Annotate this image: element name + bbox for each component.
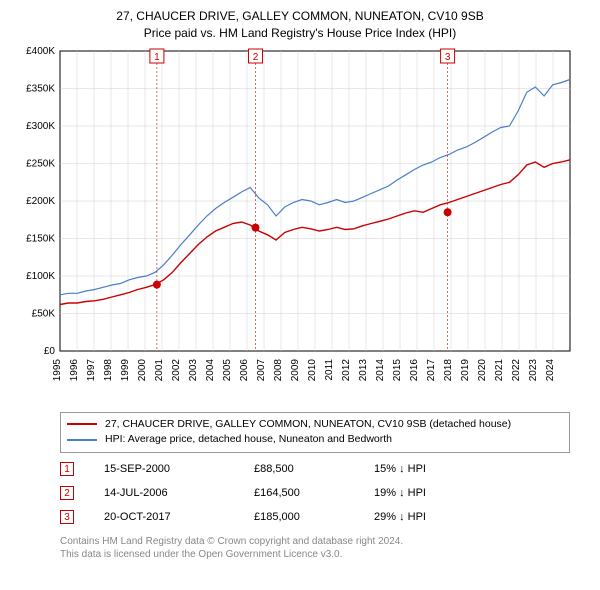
y-tick-label: £150K [26, 233, 55, 244]
x-tick-label: 2023 [528, 358, 539, 381]
x-tick-label: 2003 [188, 358, 199, 381]
transaction-diff: 19% ↓ HPI [374, 487, 494, 499]
chart-title-block: 27, CHAUCER DRIVE, GALLEY COMMON, NUNEAT… [10, 8, 590, 42]
title-line-2: Price paid vs. HM Land Registry's House … [10, 25, 590, 42]
y-tick-label: £50K [32, 308, 56, 319]
transaction-row: 2 14-JUL-2006£164,50019% ↓ HPI [60, 481, 590, 505]
x-tick-label: 1996 [69, 358, 80, 381]
y-tick-label: £100K [26, 271, 55, 282]
transaction-date: 14-JUL-2006 [104, 487, 254, 499]
transaction-row: 3 20-OCT-2017£185,00029% ↓ HPI [60, 505, 590, 529]
footer-line-2: This data is licensed under the Open Gov… [60, 548, 590, 561]
transaction-diff: 29% ↓ HPI [374, 511, 494, 523]
marker-number: 3 [445, 52, 451, 63]
y-tick-label: £0 [44, 346, 56, 357]
x-tick-label: 2009 [290, 358, 301, 381]
title-line-1: 27, CHAUCER DRIVE, GALLEY COMMON, NUNEAT… [10, 8, 590, 25]
transaction-date: 15-SEP-2000 [104, 463, 254, 475]
y-tick-label: £200K [26, 196, 55, 207]
x-tick-label: 2016 [409, 358, 420, 381]
marker-dot [252, 223, 260, 231]
x-tick-label: 2018 [443, 358, 454, 381]
legend-swatch [67, 439, 97, 441]
x-tick-label: 2024 [545, 358, 556, 381]
chart-area: £0 £50K £100K £150K £200K £250K £300K £350K £400… [10, 46, 590, 406]
marker-number: 1 [154, 52, 160, 63]
legend-label: HPI: Average price, detached house, Nune… [105, 432, 392, 448]
transaction-row: 1 15-SEP-2000£88,50015% ↓ HPI [60, 457, 590, 481]
x-tick-label: 1999 [120, 358, 131, 381]
legend-box: 27, CHAUCER DRIVE, GALLEY COMMON, NUNEAT… [60, 412, 570, 454]
legend-swatch [67, 423, 97, 425]
x-tick-label: 2015 [392, 358, 403, 381]
x-tick-label: 2008 [273, 358, 284, 381]
y-tick-label: £250K [26, 158, 55, 169]
marker-number: 2 [253, 52, 259, 63]
legend-label: 27, CHAUCER DRIVE, GALLEY COMMON, NUNEAT… [105, 417, 511, 433]
x-tick-label: 2006 [239, 358, 250, 381]
transaction-marker: 3 [60, 510, 74, 524]
x-tick-label: 2002 [171, 358, 182, 381]
transaction-date: 20-OCT-2017 [104, 511, 254, 523]
marker-dot [153, 280, 161, 288]
legend-row: HPI: Average price, detached house, Nune… [67, 432, 563, 448]
chart-container: 27, CHAUCER DRIVE, GALLEY COMMON, NUNEAT… [0, 0, 600, 590]
y-tick-label: £400K [26, 46, 55, 57]
y-tick-label: £350K [26, 83, 55, 94]
x-tick-label: 2010 [307, 358, 318, 381]
transaction-marker: 1 [60, 462, 74, 476]
plot-svg: £0 £50K £100K £150K £200K £250K £300K £350K £400… [10, 46, 590, 406]
x-tick-label: 2022 [511, 358, 522, 381]
x-tick-label: 2011 [324, 358, 335, 380]
transaction-diff: 15% ↓ HPI [374, 463, 494, 475]
transaction-marker: 2 [60, 486, 74, 500]
x-tick-label: 2017 [426, 358, 437, 381]
x-tick-label: 2000 [137, 358, 148, 381]
marker-dot [444, 208, 452, 216]
x-tick-label: 2013 [358, 358, 369, 381]
x-tick-label: 2020 [477, 358, 488, 381]
transactions-table: 1 15-SEP-2000£88,50015% ↓ HPI 2 14-JUL-2006… [60, 457, 590, 529]
legend-row: 27, CHAUCER DRIVE, GALLEY COMMON, NUNEAT… [67, 417, 563, 433]
footer-note: Contains HM Land Registry data © Crown c… [60, 535, 590, 561]
x-tick-label: 1995 [52, 358, 63, 381]
x-tick-label: 2021 [494, 358, 505, 381]
x-tick-label: 1997 [86, 358, 97, 381]
x-tick-label: 2019 [460, 358, 471, 381]
x-tick-label: 2012 [341, 358, 352, 381]
transaction-price: £164,500 [254, 487, 374, 499]
x-tick-label: 1998 [103, 358, 114, 381]
x-tick-label: 2007 [256, 358, 267, 381]
x-tick-label: 2004 [205, 358, 216, 381]
footer-line-1: Contains HM Land Registry data © Crown c… [60, 535, 590, 548]
x-tick-label: 2005 [222, 358, 233, 381]
x-tick-label: 2014 [375, 358, 386, 381]
y-tick-label: £300K [26, 121, 55, 132]
transaction-price: £185,000 [254, 511, 374, 523]
x-tick-label: 2001 [154, 358, 165, 381]
transaction-price: £88,500 [254, 463, 374, 475]
